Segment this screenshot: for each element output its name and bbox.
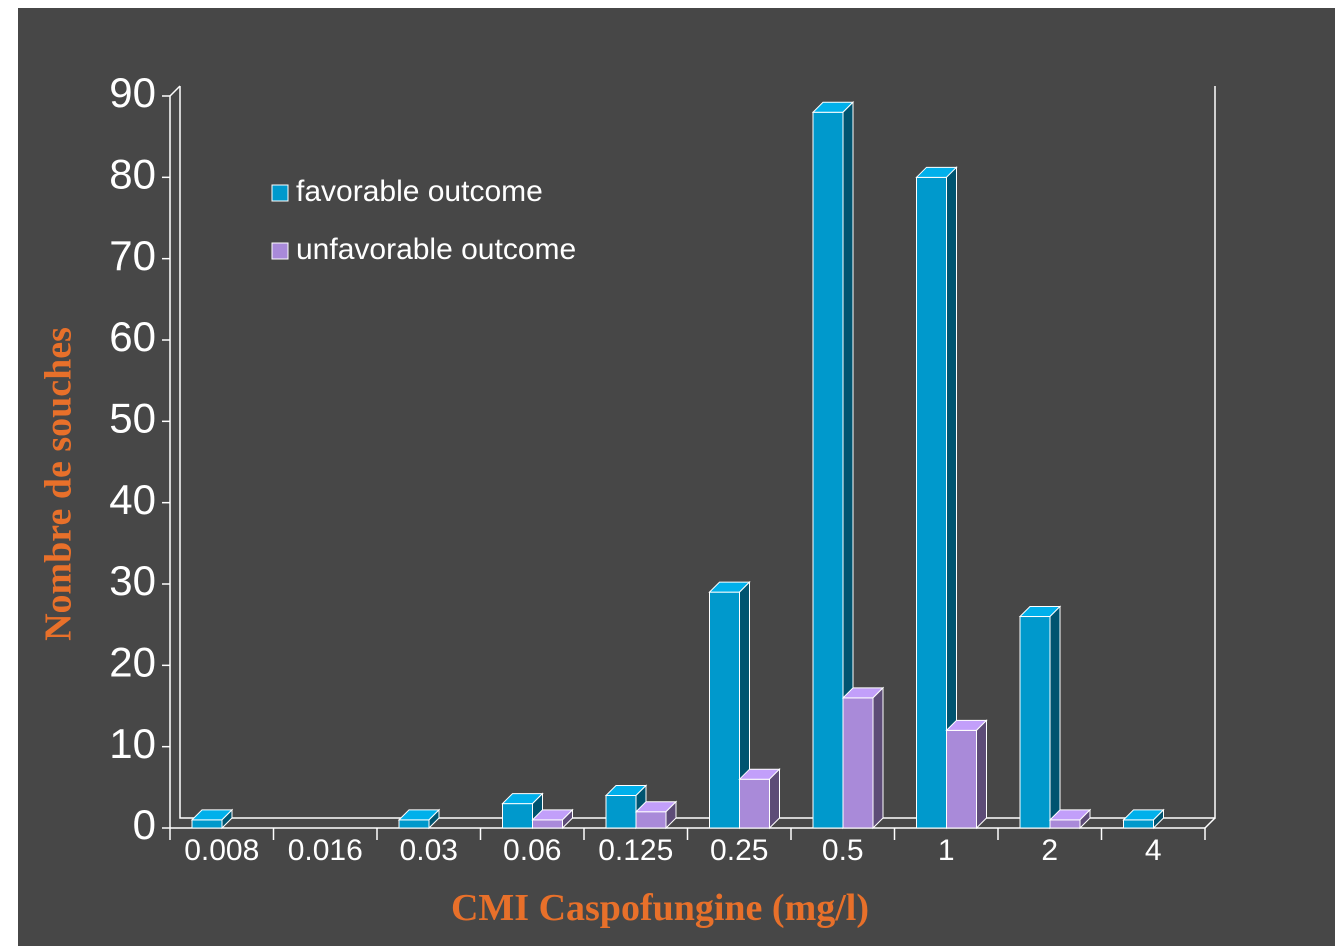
bar-side — [1049, 605, 1061, 830]
bar-side — [1079, 808, 1091, 830]
legend-label: unfavorable outcome — [296, 233, 576, 266]
bar-front — [502, 803, 533, 829]
bar-side — [976, 719, 987, 830]
y-tick-label: 30 — [109, 557, 156, 604]
x-tick-label: 0.008 — [184, 834, 259, 867]
y-axis-depth — [169, 85, 181, 97]
bar-side — [1153, 808, 1164, 830]
bar-side — [428, 808, 440, 830]
y-axis-title: Nombre de souches — [38, 327, 80, 641]
bar-side — [872, 686, 884, 830]
bar-side — [221, 808, 233, 830]
y-tick-label: 40 — [109, 476, 156, 523]
bar-front — [946, 729, 977, 829]
bar-front — [812, 111, 844, 829]
bar-front — [1049, 819, 1081, 829]
bar-front — [1019, 616, 1051, 829]
legend-swatch — [271, 184, 289, 202]
x-tick-label: 1 — [938, 834, 955, 867]
bar-front — [739, 778, 770, 829]
legend-label: favorable outcome — [296, 175, 543, 208]
bar-front — [1123, 819, 1154, 829]
y-tick-label: 0 — [133, 801, 156, 848]
bar-side — [665, 800, 677, 830]
x-tick-label: 0.03 — [400, 834, 458, 867]
x-axis-title: CMI Caspofungine (mg/l) — [451, 887, 869, 929]
x-tick-label: 0.06 — [503, 834, 561, 867]
bar-front — [916, 176, 947, 829]
x-tick-label: 4 — [1145, 834, 1162, 867]
bar-side — [562, 808, 573, 830]
y-tick-label: 50 — [109, 394, 156, 441]
y-tick-label: 90 — [109, 69, 156, 116]
x-tick-label: 0.25 — [710, 834, 768, 867]
bar-front — [398, 819, 430, 829]
bar-front — [191, 819, 223, 829]
bar-front — [842, 697, 874, 829]
back-wall — [179, 86, 1216, 819]
x-axis-depth — [1204, 817, 1216, 829]
x-tick-label: 0.5 — [822, 834, 864, 867]
background — [18, 8, 1335, 946]
bar-front — [532, 819, 563, 829]
y-tick-label: 80 — [109, 150, 156, 197]
bar-side — [769, 767, 780, 830]
x-tick-label: 2 — [1041, 834, 1058, 867]
legend-swatch — [271, 242, 289, 260]
y-tick-label: 10 — [109, 720, 156, 767]
bar-front — [605, 794, 637, 829]
x-tick-label: 0.016 — [288, 834, 363, 867]
bar-front — [709, 591, 740, 829]
y-tick-label: 70 — [109, 232, 156, 279]
bar-front — [635, 811, 667, 829]
y-tick-label: 20 — [109, 638, 156, 685]
x-tick-label: 0.125 — [598, 834, 673, 867]
y-tick-label: 60 — [109, 313, 156, 360]
